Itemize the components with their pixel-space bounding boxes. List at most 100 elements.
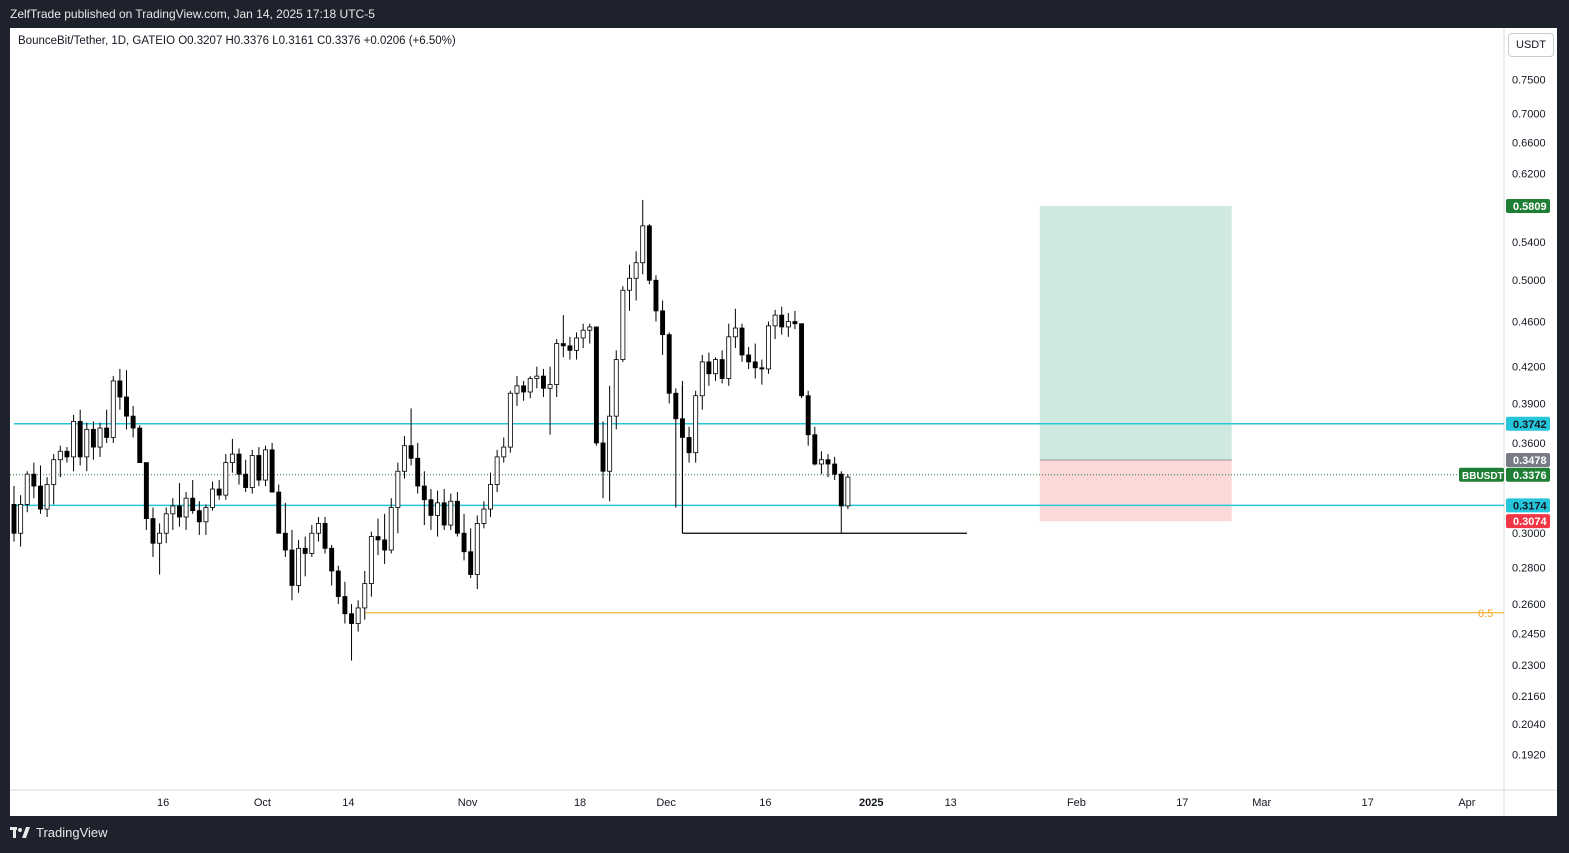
candle-down — [746, 354, 752, 363]
candle-up — [402, 445, 407, 472]
candle-up — [474, 523, 480, 575]
candle-up — [309, 532, 315, 554]
candle-down — [117, 380, 123, 398]
candle-down — [541, 375, 546, 389]
candle-up — [534, 375, 540, 379]
candle-up — [726, 336, 732, 379]
candle-down — [256, 455, 262, 481]
price-tick-label: 0.6200 — [1512, 169, 1546, 181]
candle-down — [190, 497, 196, 512]
candle-down — [408, 445, 414, 459]
price-tag — [1506, 498, 1550, 513]
candle-down — [779, 314, 785, 328]
price-tick-label: 0.3900 — [1512, 398, 1546, 410]
candle-up — [296, 547, 302, 586]
candle-up — [57, 450, 63, 461]
candle-down — [137, 427, 143, 463]
chart-frame[interactable] — [10, 28, 1557, 816]
price-tick-label: 0.4200 — [1512, 362, 1546, 374]
candle-down — [468, 551, 474, 575]
candle-down — [31, 473, 37, 487]
candle-down — [805, 395, 811, 436]
candle-up — [203, 507, 209, 523]
candle-down — [342, 596, 348, 615]
candle-up — [51, 459, 57, 485]
candle-up — [395, 470, 401, 508]
candle-up — [110, 380, 116, 438]
candle-down — [660, 310, 666, 336]
candle-down — [276, 491, 282, 534]
candle-up — [580, 329, 586, 339]
candle-down — [150, 518, 156, 544]
candle-down — [593, 326, 599, 444]
candle-down — [77, 421, 83, 458]
price-tick-label: 0.2300 — [1512, 660, 1546, 672]
price-tag-label: 0.3074 — [1513, 516, 1548, 528]
candle-down — [461, 532, 467, 553]
candle-down — [64, 450, 70, 458]
candle-down — [706, 361, 712, 375]
candle-down — [567, 345, 573, 351]
candle-up — [772, 314, 778, 327]
time-tick-label: 14 — [342, 797, 354, 809]
candle-down — [90, 428, 96, 448]
candle-up — [44, 484, 50, 510]
symbol-tag-label: BBUSDT — [1462, 471, 1504, 482]
candle-down — [322, 523, 328, 549]
currency-button[interactable]: USDT — [1508, 33, 1554, 57]
candle-down — [104, 427, 110, 438]
time-tick-label: Nov — [458, 797, 478, 809]
candle-up — [97, 427, 103, 448]
candle-down — [673, 392, 679, 420]
price-tag-label: 0.3742 — [1513, 419, 1547, 431]
price-tag-label: 0.3376 — [1513, 470, 1547, 482]
candle-up — [527, 378, 533, 393]
candle-down — [521, 385, 527, 393]
candle-up — [633, 262, 639, 279]
price-tick-label: 0.3000 — [1512, 528, 1546, 540]
price-tick-label: 0.2800 — [1512, 562, 1546, 574]
loss-zone — [1039, 460, 1232, 522]
candle-up — [368, 536, 374, 584]
candle-up — [18, 503, 24, 534]
candle-down — [177, 505, 182, 518]
candle-down — [196, 510, 202, 523]
price-tick-label: 0.2450 — [1512, 629, 1546, 641]
time-tick-label: 17 — [1176, 797, 1188, 809]
candle-down — [143, 462, 149, 520]
candle-up — [640, 225, 646, 264]
candle-down — [666, 334, 672, 394]
candle-down — [415, 457, 421, 487]
candle-up — [547, 384, 553, 389]
price-tag — [1506, 416, 1550, 431]
candle-up — [210, 488, 215, 508]
candle-down — [428, 499, 434, 516]
candle-down — [243, 473, 249, 488]
time-tick-label: 16 — [157, 797, 169, 809]
candle-up — [71, 421, 77, 458]
candle-up — [587, 326, 593, 331]
time-tick-label: Feb — [1067, 797, 1086, 809]
price-tick-label: 0.2040 — [1512, 719, 1546, 731]
candle-up — [362, 583, 368, 609]
time-tick-label: 18 — [574, 797, 586, 809]
time-tick-label: Apr — [1458, 797, 1475, 809]
candle-up — [699, 361, 705, 397]
candle-up — [514, 385, 520, 394]
candle-down — [216, 488, 222, 496]
candle-up — [263, 449, 268, 481]
price-tick-label: 0.2160 — [1512, 691, 1546, 703]
candle-down — [838, 473, 844, 507]
candle-down — [11, 503, 17, 534]
candle-down — [739, 327, 745, 356]
candle-up — [229, 453, 235, 463]
candle-down — [289, 549, 295, 586]
candle-up — [388, 507, 394, 551]
candle-up — [183, 497, 189, 518]
tradingview-logo[interactable]: TradingView — [10, 825, 108, 840]
candle-up — [448, 500, 454, 526]
candle-up — [84, 428, 90, 458]
candle-down — [825, 459, 831, 465]
candle-down — [560, 343, 566, 347]
